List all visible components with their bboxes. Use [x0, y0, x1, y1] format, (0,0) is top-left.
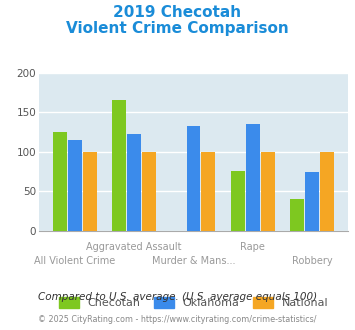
- Bar: [320, 152, 334, 231]
- Text: Aggravated Assault: Aggravated Assault: [86, 242, 182, 252]
- Text: 2019 Checotah: 2019 Checotah: [114, 5, 241, 20]
- Bar: [261, 152, 274, 231]
- Bar: [305, 172, 319, 231]
- Bar: [53, 132, 67, 231]
- Bar: [231, 171, 245, 231]
- Bar: [246, 124, 260, 231]
- Text: Compared to U.S. average. (U.S. average equals 100): Compared to U.S. average. (U.S. average …: [38, 292, 317, 302]
- Text: Murder & Mans...: Murder & Mans...: [152, 256, 235, 266]
- Bar: [201, 152, 215, 231]
- Text: Rape: Rape: [240, 242, 265, 252]
- Text: All Violent Crime: All Violent Crime: [34, 256, 115, 266]
- Legend: Checotah, Oklahoma, National: Checotah, Oklahoma, National: [59, 297, 328, 308]
- Text: Violent Crime Comparison: Violent Crime Comparison: [66, 21, 289, 36]
- Bar: [127, 134, 141, 231]
- Bar: [68, 140, 82, 231]
- Bar: [186, 126, 201, 231]
- Bar: [142, 152, 156, 231]
- Bar: [290, 199, 304, 231]
- Bar: [113, 100, 126, 231]
- Text: Robbery: Robbery: [292, 256, 332, 266]
- Text: © 2025 CityRating.com - https://www.cityrating.com/crime-statistics/: © 2025 CityRating.com - https://www.city…: [38, 315, 317, 324]
- Bar: [83, 152, 97, 231]
